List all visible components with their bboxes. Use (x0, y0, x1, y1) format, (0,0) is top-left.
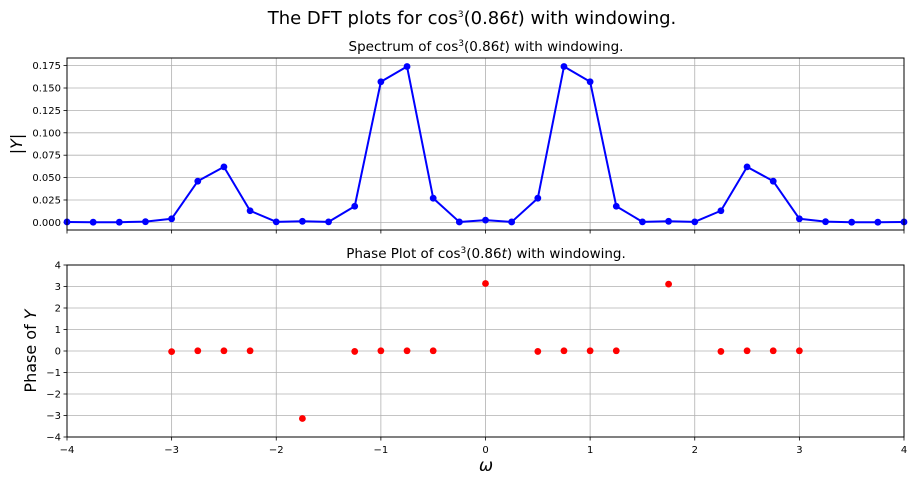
phase-point (220, 347, 228, 355)
spectrum-point (874, 218, 882, 226)
x-tick-label: 3 (796, 445, 802, 456)
spectrum-point (455, 218, 463, 226)
x-tick-label: −1 (374, 445, 389, 456)
spectrum-point (691, 218, 699, 226)
y-tick-label: 4 (55, 261, 61, 272)
phase-point (795, 347, 803, 355)
spectrum-point (560, 63, 568, 70)
figure-suptitle: The DFT plots for cos3(0.86t) with windo… (267, 8, 677, 29)
phase-point (560, 347, 568, 355)
spectrum-point (246, 207, 254, 215)
phase-ylabel: Phase of Y (21, 308, 40, 392)
phase-point (717, 348, 725, 355)
y-tick-label: 0.025 (32, 195, 61, 206)
phase-point (769, 347, 777, 355)
spectrum-point (795, 215, 803, 223)
spectrum-point (743, 163, 751, 171)
phase-point (351, 348, 359, 355)
phase-point (403, 347, 411, 355)
spectrum-point (325, 218, 332, 226)
spectrum-panel: Spectrum of cos3(0.86t) with windowing. … (7, 39, 908, 234)
x-tick-label: 1 (587, 445, 593, 456)
y-tick-label: 0.100 (32, 128, 61, 139)
y-tick-label: −4 (46, 433, 61, 444)
phase-point (377, 347, 385, 355)
x-tick-label: 2 (692, 445, 698, 456)
phase-point (299, 415, 306, 422)
spectrum-point (403, 63, 411, 70)
phase-point (194, 347, 202, 355)
x-tick-label: −3 (164, 445, 179, 456)
spectrum-point (89, 218, 97, 226)
phase-point (482, 280, 489, 287)
y-tick-label: −3 (46, 411, 61, 422)
spectrum-point (848, 218, 856, 226)
y-tick-label: 2 (55, 304, 61, 315)
spectrum-point (665, 217, 672, 225)
y-tick-label: 0.150 (32, 84, 61, 95)
x-tick-label: −4 (60, 445, 75, 456)
y-tick-label: 0 (55, 347, 61, 358)
spectrum-point (220, 163, 228, 171)
x-tick-label: 4 (901, 445, 907, 456)
spectrum-point (508, 218, 516, 226)
x-tick-label: −2 (269, 445, 284, 456)
y-tick-label: 0.000 (32, 218, 61, 229)
y-tick-label: 0.050 (32, 173, 61, 184)
phase-point (246, 347, 254, 355)
spectrum-point (586, 78, 594, 86)
spectrum-point (351, 202, 359, 210)
spectrum-point (639, 218, 646, 226)
phase-point (743, 347, 751, 355)
spectrum-title: Spectrum of cos3(0.86t) with windowing. (349, 39, 624, 55)
spectrum-point (194, 177, 202, 185)
phase-point (586, 347, 594, 355)
phase-point (534, 348, 542, 355)
spectrum-point (429, 194, 437, 202)
spectrum-point (717, 207, 725, 215)
phase-point (168, 348, 176, 356)
phase-xlabel: ω (479, 456, 493, 476)
spectrum-point (822, 218, 829, 226)
x-tick-label: 0 (482, 445, 488, 456)
y-tick-label: 0.175 (32, 61, 61, 72)
spectrum-point (168, 215, 176, 223)
y-tick-label: −2 (46, 390, 61, 401)
phase-point (665, 280, 672, 288)
spectrum-point (142, 218, 149, 226)
y-tick-label: −1 (46, 368, 61, 379)
y-tick-label: 3 (55, 282, 61, 293)
spectrum-axes-frame (66, 57, 905, 231)
phase-title: Phase Plot of cos3(0.86t) with windowing… (346, 246, 626, 262)
spectrum-ylabel: |Y| (7, 134, 26, 155)
phase-point (612, 347, 620, 355)
spectrum-point (272, 218, 280, 226)
phase-axes-frame (66, 264, 905, 438)
y-tick-label: 0.125 (32, 106, 61, 117)
phase-point (429, 347, 437, 355)
y-tick-label: 0.075 (32, 151, 61, 162)
spectrum-point (299, 217, 306, 225)
spectrum-point (115, 218, 123, 226)
spectrum-point (482, 216, 489, 224)
y-tick-label: 1 (55, 325, 61, 336)
phase-panel: Phase Plot of cos3(0.86t) with windowing… (21, 246, 907, 476)
spectrum-point (612, 202, 620, 210)
spectrum-point (769, 177, 777, 185)
spectrum-point (534, 194, 542, 202)
spectrum-point (377, 78, 385, 86)
